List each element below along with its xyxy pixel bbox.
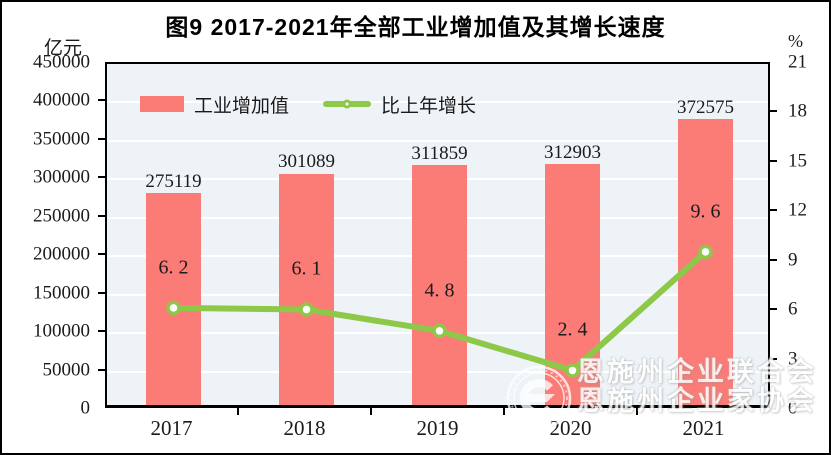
- line-marker-dot-icon: [342, 99, 352, 109]
- bar-value-label: 372575: [677, 96, 734, 118]
- right-axis-tick: [770, 357, 777, 360]
- line-marker: [299, 302, 314, 317]
- line-marker: [565, 363, 580, 378]
- x-axis-tick: [636, 408, 638, 415]
- right-tick-label: 3: [788, 348, 798, 370]
- left-axis-tick: [98, 99, 105, 102]
- right-axis-tick: [770, 110, 777, 113]
- right-axis-tick: [770, 308, 777, 311]
- left-tick-label: 200000: [33, 243, 90, 265]
- bar-value-label: 301089: [278, 151, 335, 173]
- x-axis-tick: [237, 408, 239, 415]
- bar: [146, 193, 201, 405]
- line-marker: [432, 323, 447, 339]
- line-marker: [166, 300, 181, 316]
- left-axis-tick: [98, 368, 105, 371]
- left-axis-tick: [98, 176, 105, 179]
- left-axis-tick: [98, 214, 105, 217]
- right-axis-tick: [770, 209, 777, 212]
- right-tick-label: 18: [788, 100, 807, 122]
- right-tick-label: 0: [788, 397, 798, 419]
- growth-point-label: 4. 8: [424, 279, 455, 302]
- left-tick-label: 50000: [42, 359, 91, 381]
- left-axis-tick: [98, 253, 105, 256]
- trend-line: [170, 248, 709, 374]
- year-label: 2020: [549, 416, 592, 440]
- year-label: 2018: [283, 416, 326, 440]
- bar-value-label: 275119: [145, 171, 202, 193]
- bar-value-label: 312903: [544, 142, 601, 164]
- growth-point-label: 9. 6: [690, 200, 721, 223]
- year-label: 2019: [416, 416, 459, 440]
- legend: 工业增加值 比上年增长: [140, 91, 476, 117]
- left-tick-label: 450000: [33, 51, 90, 73]
- left-axis-tick: [98, 330, 105, 333]
- right-tick-label: 15: [788, 150, 807, 172]
- bar-value-label: 311859: [411, 143, 468, 165]
- year-label: 2021: [682, 416, 725, 440]
- bar: [678, 118, 733, 405]
- right-tick-label: 6: [788, 298, 798, 320]
- year-label: 2017: [150, 416, 193, 440]
- legend-label-bars: 工业增加值: [194, 95, 290, 117]
- line-series-marker-icon: [323, 99, 372, 109]
- right-axis-tick: [770, 258, 777, 261]
- right-tick-label: 21: [788, 51, 807, 73]
- right-tick-label: 12: [788, 199, 807, 221]
- growth-point-label: 2. 4: [557, 318, 588, 341]
- left-tick-label: 250000: [33, 205, 90, 227]
- gridline: [107, 139, 768, 142]
- left-axis-tick: [98, 137, 105, 140]
- left-tick-label: 100000: [33, 320, 90, 342]
- x-axis-tick: [370, 408, 372, 415]
- gridline: [107, 101, 768, 104]
- growth-point-label: 6. 1: [291, 257, 322, 280]
- left-tick-label: 300000: [33, 166, 90, 188]
- trend-line-layer: [166, 244, 713, 378]
- left-tick-label: 0: [80, 397, 91, 419]
- right-axis-unit: %: [788, 31, 803, 51]
- plot-area: 275119 301089 311859 312903 372575 6. 2 6. 1 4.…: [105, 62, 770, 408]
- bar: [412, 165, 467, 405]
- bar-series-swatch: [140, 96, 184, 112]
- left-axis-tick: [98, 291, 105, 294]
- bar: [279, 173, 334, 405]
- chart-title: 图9 2017-2021年全部工业增加值及其增长速度: [165, 14, 666, 40]
- left-tick-label: 150000: [33, 282, 90, 304]
- legend-label-line: 比上年增长: [381, 95, 477, 117]
- left-axis-unit: 亿元: [43, 38, 82, 59]
- right-axis-tick: [770, 159, 777, 162]
- growth-point-label: 6. 2: [158, 256, 189, 279]
- left-tick-label: 350000: [33, 128, 90, 150]
- right-tick-label: 9: [788, 249, 798, 271]
- x-axis-tick: [503, 408, 505, 415]
- line-marker: [698, 244, 713, 260]
- left-tick-label: 400000: [33, 89, 90, 111]
